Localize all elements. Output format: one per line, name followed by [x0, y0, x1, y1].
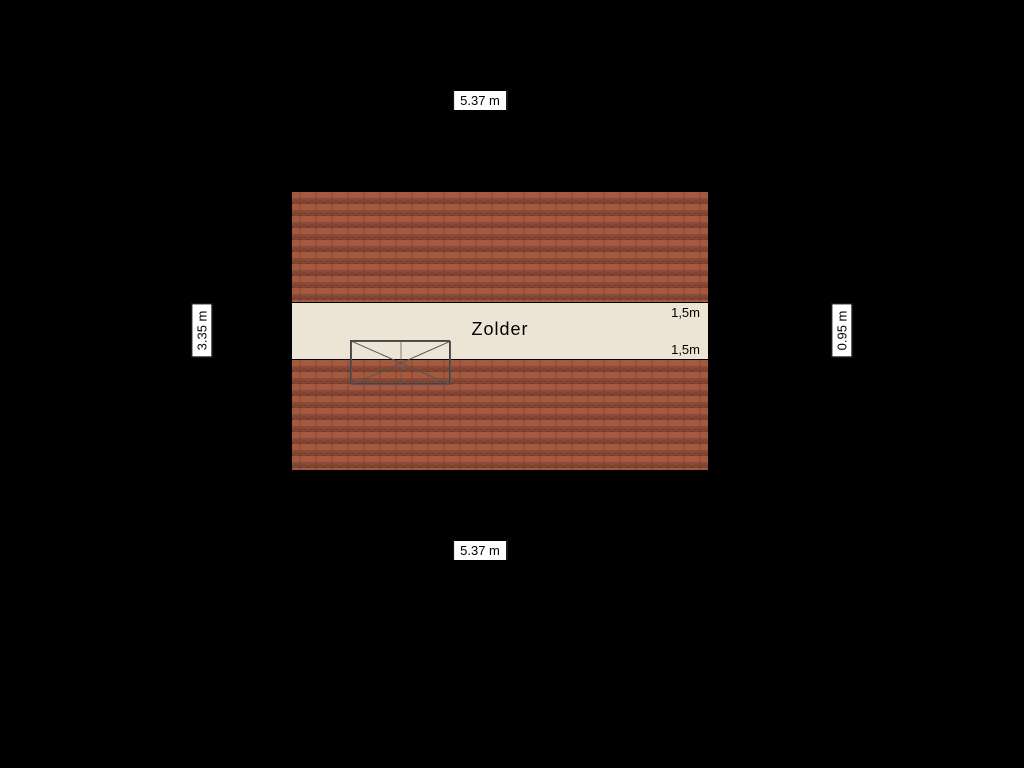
stairs-icon — [351, 341, 451, 385]
floor-plan: Zolder 1,5m 1,5m — [290, 190, 710, 468]
roof-upper — [292, 192, 708, 302]
room-label: Zolder — [292, 319, 708, 340]
dim-top: 5.37 m — [453, 90, 507, 111]
dim-left: 3.35 m — [191, 304, 212, 358]
dim-bottom: 5.37 m — [453, 540, 507, 561]
height-top: 1,5m — [671, 305, 700, 320]
roof-tiles-upper — [292, 192, 708, 302]
height-bottom: 1,5m — [671, 342, 700, 357]
stairs — [350, 340, 450, 384]
dim-right: 0.95 m — [831, 304, 852, 358]
